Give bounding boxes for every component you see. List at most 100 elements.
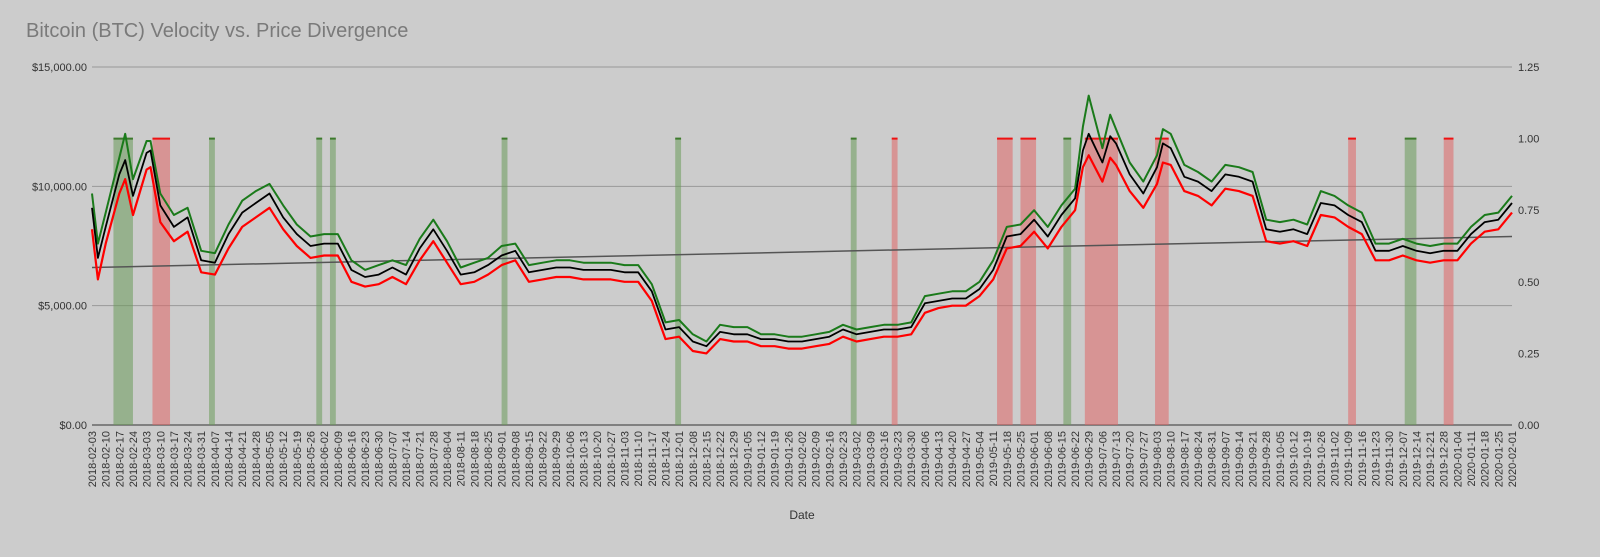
x-tick-label: 2019-05-04 [975,431,987,487]
x-tick-label: 2018-03-24 [183,431,195,487]
x-tick-label: 2019-04-13 [934,431,946,487]
signal-span-red [1443,138,1454,425]
x-tick-label: 2019-08-31 [1207,431,1219,487]
x-tick-label: 2019-03-23 [893,431,905,487]
x-tick-label: 2018-10-20 [592,431,604,487]
x-tick-label: 2018-10-13 [579,431,591,487]
signal-span-red [891,138,898,425]
x-tick-label: 2019-10-12 [1289,431,1301,487]
x-tick-label: 2019-01-12 [756,431,768,487]
x-tick-label: 2019-07-06 [1097,431,1109,487]
x-tick-label: 2018-12-08 [688,431,700,487]
gridlines [92,66,1512,426]
y-right-tick-label: 1.25 [1518,62,1539,74]
x-tick-label: 2020-02-01 [1507,431,1519,487]
x-tick-label: 2018-07-14 [401,431,413,487]
x-tick-label: 2019-07-13 [1111,431,1123,487]
x-tick-label: 2019-09-28 [1261,431,1273,487]
x-tick-label: 2019-04-20 [947,431,959,487]
x-tick-label: 2018-06-02 [319,431,331,487]
x-tick-label: 2019-11-02 [1330,431,1342,486]
x-tick-label: 2018-09-15 [524,431,536,487]
signal-span-red [152,138,171,425]
signal-span-green [1404,138,1417,425]
upper-band-line [91,94,1513,343]
y-left-tick-label: $5,000.00 [38,301,87,313]
x-tick-label: 2018-05-12 [278,431,290,487]
x-tick-label: 2018-02-03 [87,431,99,487]
x-tick-label: 2018-11-17 [647,431,659,486]
x-tick-label: 2018-08-04 [442,431,454,487]
x-tick-label: 2019-04-06 [920,431,932,487]
x-tick-label: 2019-06-22 [1070,431,1082,487]
x-tick-label: 2018-08-11 [456,431,468,486]
signal-span-red [1020,138,1037,425]
signal-span-red [1155,138,1169,425]
signal-span-red [997,138,1013,425]
x-tick-label: 2019-02-16 [824,431,836,487]
x-tick-label: 2018-02-17 [114,431,126,487]
y-right-tick-label: 0.75 [1518,205,1539,217]
x-tick-label: 2019-06-01 [1029,431,1041,487]
y-right-tick-label: 0.00 [1518,420,1539,432]
x-tick-label: 2019-12-21 [1425,431,1437,487]
y-right-tick-label: 0.50 [1518,277,1539,289]
x-tick-label: 2019-06-08 [1043,431,1055,487]
signal-span-green [329,138,336,425]
x-tick-label: 2018-11-03 [620,431,632,486]
chart-title: Bitcoin (BTC) Velocity vs. Price Diverge… [26,20,409,42]
x-tick-label: 2019-12-14 [1411,431,1423,487]
x-tick-label: 2019-05-11 [988,431,1000,486]
x-tick-label: 2019-11-23 [1371,431,1383,486]
signal-span-red [1348,138,1356,425]
x-tick-label: 2018-06-16 [346,431,358,487]
x-tick-label: 2019-10-19 [1302,431,1314,487]
x-axis-title: Date [789,508,815,522]
y-left-tick-label: $10,000.00 [32,181,87,193]
x-tick-label: 2018-09-01 [497,431,509,487]
x-tick-label: 2020-01-25 [1493,431,1505,487]
x-tick-label: 2018-07-28 [428,431,440,487]
x-tick-label: 2018-11-10 [633,431,645,486]
x-tick-label: 2019-08-24 [1193,431,1205,487]
x-tick-label: 2019-11-16 [1357,431,1369,486]
x-tick-label: 2019-03-02 [852,431,864,487]
x-tick-label: 2019-12-07 [1398,431,1410,487]
x-tick-label: 2018-02-24 [128,431,140,487]
x-tick-label: 2018-06-23 [360,431,372,487]
x-tick-label: 2018-04-21 [237,431,249,487]
x-tick-label: 2019-07-27 [1138,431,1150,487]
x-tick-label: 2018-08-18 [469,431,481,487]
axes: $0.00 $5,000.00 $10,000.00 $15,000.00 0.00 0.… [32,62,1539,487]
x-tick-label: 2018-05-05 [265,431,277,487]
x-tick-label: 2019-10-26 [1316,431,1328,487]
x-tick-label: 2020-01-18 [1480,431,1492,487]
x-tick-label: 2019-09-14 [1234,431,1246,487]
lower-band-line [90,154,1513,355]
trend-line [91,235,1513,269]
x-tick-label: 2018-04-28 [251,431,263,487]
x-tick-label: 2018-12-15 [701,431,713,487]
signal-span-green [1063,138,1072,425]
x-tick-label: 2019-04-27 [961,431,973,487]
x-tick-label: 2018-03-10 [155,431,167,487]
x-tick-label: 2019-03-09 [865,431,877,487]
x-tick-label: 2019-12-28 [1439,431,1451,487]
x-tick-label: 2020-01-04 [1452,431,1464,487]
x-tick-label: 2019-05-25 [1016,431,1028,487]
x-tick-label: 2018-03-17 [169,431,181,487]
x-tick-label: 2019-06-29 [1084,431,1096,487]
x-tick-label: 2019-05-18 [1002,431,1014,487]
x-tick-label: 2019-01-19 [770,431,782,487]
x-tick-label: 2018-04-14 [224,431,236,487]
x-tick-label: 2019-07-20 [1125,431,1137,487]
x-tick-label: 2019-02-02 [797,431,809,487]
price-line [91,132,1513,348]
x-tick-label: 2018-09-29 [551,431,563,487]
x-tick-label: 2018-07-07 [387,431,399,487]
signal-span-red [1084,138,1118,425]
x-tick-label: 2019-08-03 [1152,431,1164,487]
series [90,94,1513,355]
x-tick-label: 2018-09-08 [510,431,522,487]
